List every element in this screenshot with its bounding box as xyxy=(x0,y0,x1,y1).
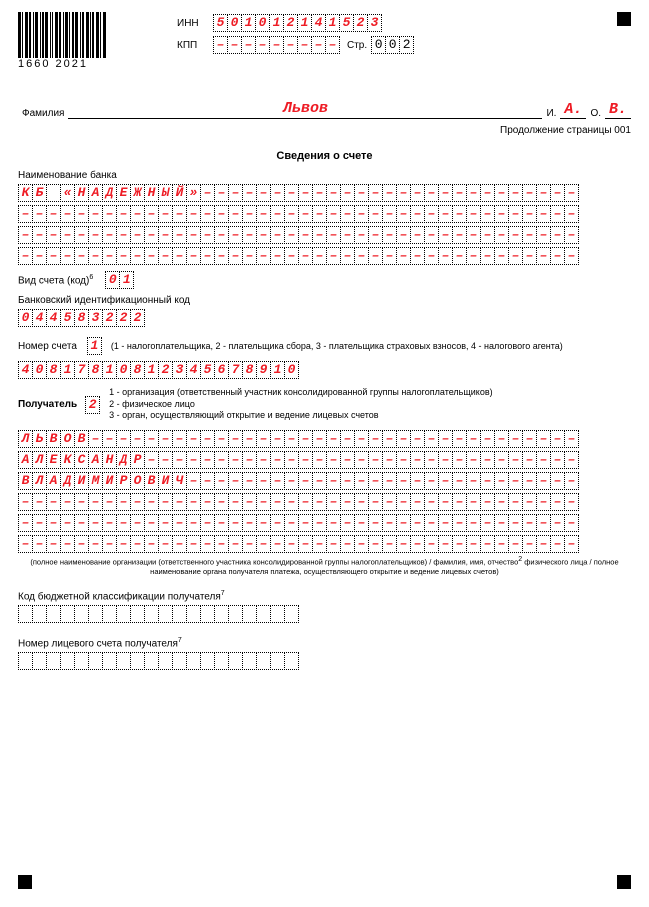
id-block: ИНН 501012141523 КПП Стр. 002 xyxy=(177,12,413,58)
account-number-cells: 40817810812345678910 xyxy=(18,361,631,379)
corner-marker-top-right xyxy=(617,12,631,26)
kpp-label: КПП xyxy=(177,40,213,51)
kbk-cells: .................... xyxy=(18,605,631,623)
recipient-hint-1: 1 - организация (ответственный участник … xyxy=(109,387,492,399)
kbk-label: Код бюджетной классификации получателя7 xyxy=(18,590,631,602)
recipient-row-2: АЛЕКСАНДР xyxy=(18,451,631,469)
recipient-row-1: ЛЬВОВ xyxy=(18,430,631,448)
form-page: 1660 2021 ИНН 501012141523 КПП Стр. 002 … xyxy=(0,0,649,907)
recipient-hint-2: 2 - физическое лицо xyxy=(109,399,492,411)
recipient-code: 2 xyxy=(85,396,99,414)
bank-label: Наименование банка xyxy=(18,170,631,181)
continuation-note: Продолжение страницы 001 xyxy=(18,125,631,136)
bank-row-2 xyxy=(18,205,631,223)
account-type-row: Вид счета (код)6 01 xyxy=(18,271,631,289)
barcode-block: 1660 2021 xyxy=(18,12,133,70)
section-title: Сведения о счете xyxy=(18,150,631,162)
recipient-row-6 xyxy=(18,535,631,553)
header: 1660 2021 ИНН 501012141523 КПП Стр. 002 xyxy=(18,12,631,70)
recipient-row-3: ВЛАДИМИРОВИЧ xyxy=(18,472,631,490)
name-row: Фамилия Львов И. А. О. В. xyxy=(18,100,631,119)
bank-row-4 xyxy=(18,247,631,265)
account-number-code: 1 xyxy=(87,337,101,355)
recipient-hint-3: 3 - орган, осуществляющий открытие и вед… xyxy=(109,410,492,422)
bank-row-3 xyxy=(18,226,631,244)
bik-cells: 044583222 xyxy=(18,309,631,327)
barcode xyxy=(18,12,133,58)
inn-cells: 501012141523 xyxy=(213,14,381,32)
initial-o: В. xyxy=(605,101,631,119)
surname-label: Фамилия xyxy=(22,108,64,119)
inn-label: ИНН xyxy=(177,18,213,29)
recipient-footnote: (полное наименование организации (ответс… xyxy=(18,556,631,576)
account-number-row: Номер счета 1 (1 - налогоплательщика, 2 … xyxy=(18,337,631,355)
bik-label: Банковский идентификационный код xyxy=(18,295,631,306)
kpp-cells xyxy=(213,36,339,54)
recipient-label: Получатель xyxy=(18,399,77,410)
bank-row-1: КБ«НАДЕЖНЫЙ» xyxy=(18,184,631,202)
personal-account-label: Номер лицевого счета получателя7 xyxy=(18,637,631,649)
page-cells: 002 xyxy=(371,36,413,54)
recipient-hints: 1 - организация (ответственный участник … xyxy=(109,387,492,422)
recipient-row: Получатель 2 1 - организация (ответствен… xyxy=(18,387,631,422)
surname: Львов xyxy=(68,100,542,119)
corner-marker-bottom-right xyxy=(617,875,631,889)
account-number-label: Номер счета xyxy=(18,341,77,352)
page-label: Стр. xyxy=(347,40,367,51)
initial-i: А. xyxy=(560,101,586,119)
account-type-cells: 01 xyxy=(105,271,133,289)
i-label: И. xyxy=(546,108,556,119)
recipient-row-5 xyxy=(18,514,631,532)
account-number-note: (1 - налогоплательщика, 2 - плательщика … xyxy=(111,341,563,351)
recipient-row-4 xyxy=(18,493,631,511)
personal-account-cells: .................... xyxy=(18,652,631,670)
corner-marker-bottom-left xyxy=(18,875,32,889)
barcode-label: 1660 2021 xyxy=(18,58,133,70)
account-type-label: Вид счета (код)6 xyxy=(18,274,93,286)
o-label: О. xyxy=(590,108,601,119)
